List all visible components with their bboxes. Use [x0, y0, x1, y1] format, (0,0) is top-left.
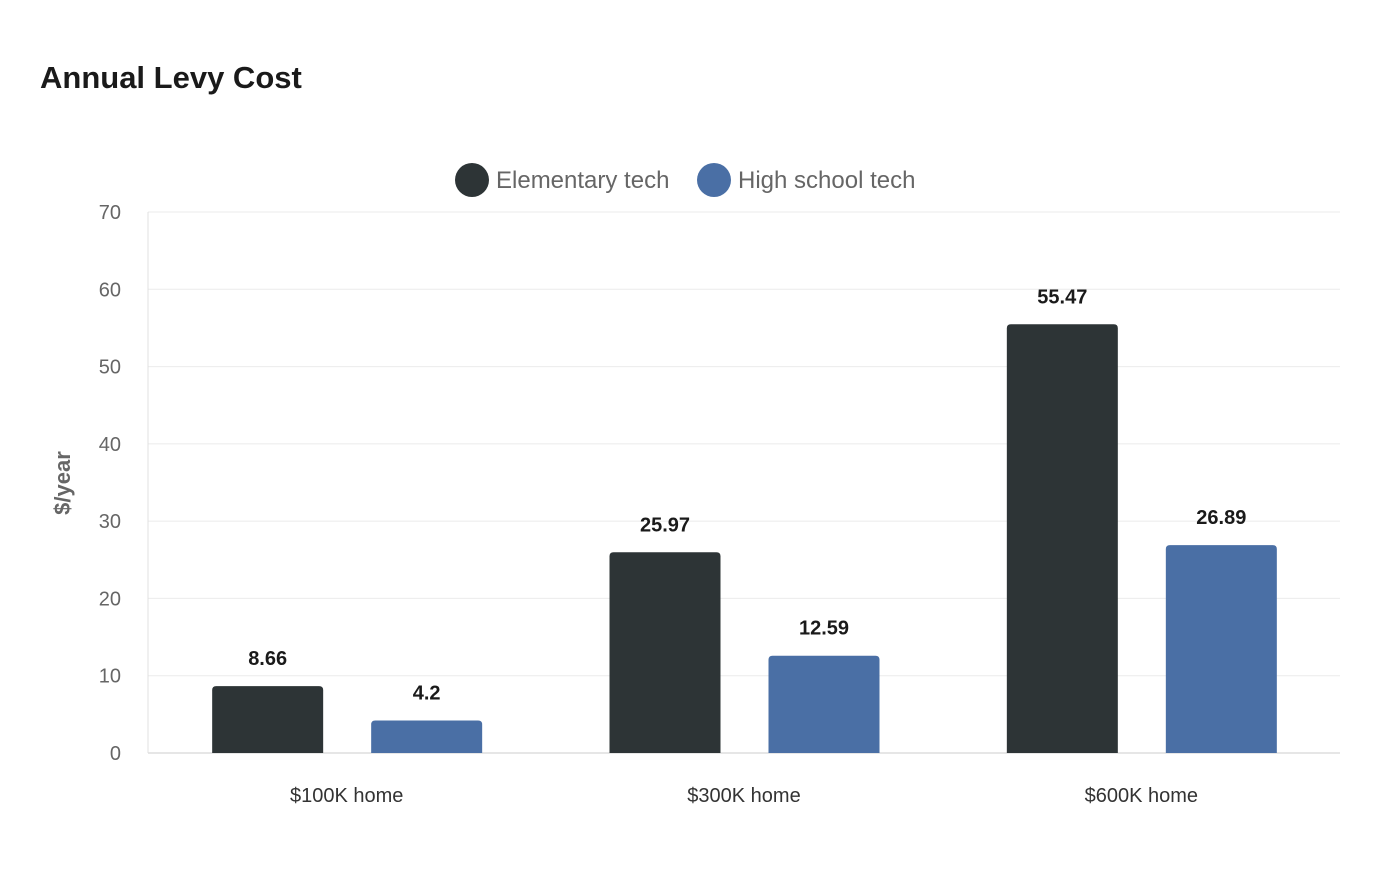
- y-tick-label: 40: [99, 434, 121, 456]
- y-tick-label: 70: [99, 202, 121, 224]
- y-tick-label: 20: [99, 588, 121, 610]
- bar-high-school: [768, 655, 880, 753]
- bar-elementary: [609, 552, 721, 753]
- data-label: 55.47: [1037, 286, 1087, 308]
- x-category-label: $100K home: [290, 785, 403, 807]
- chart-title: Annual Levy Cost: [40, 60, 302, 95]
- y-axis-label: $/year: [50, 451, 75, 515]
- data-label: 12.59: [799, 618, 849, 640]
- data-label: 4.2: [413, 683, 441, 705]
- x-category-label: $600K home: [1085, 785, 1198, 807]
- bar-elementary: [1006, 324, 1118, 753]
- x-category-label: $300K home: [687, 785, 800, 807]
- legend-label: High school tech: [738, 167, 915, 194]
- legend-label: Elementary tech: [496, 167, 669, 194]
- bar-high-school: [371, 720, 483, 753]
- y-tick-label: 50: [99, 357, 121, 379]
- bar-elementary: [212, 686, 324, 753]
- y-tick-label: 10: [99, 666, 121, 688]
- y-tick-label: 60: [99, 279, 121, 301]
- y-tick-label: 0: [110, 743, 121, 765]
- data-label: 26.89: [1196, 507, 1246, 529]
- y-tick-label: 30: [99, 511, 121, 533]
- legend-marker: [455, 163, 489, 197]
- data-label: 8.66: [248, 648, 287, 670]
- legend-marker: [697, 163, 731, 197]
- data-label: 25.97: [640, 514, 690, 536]
- bar-high-school: [1165, 545, 1277, 753]
